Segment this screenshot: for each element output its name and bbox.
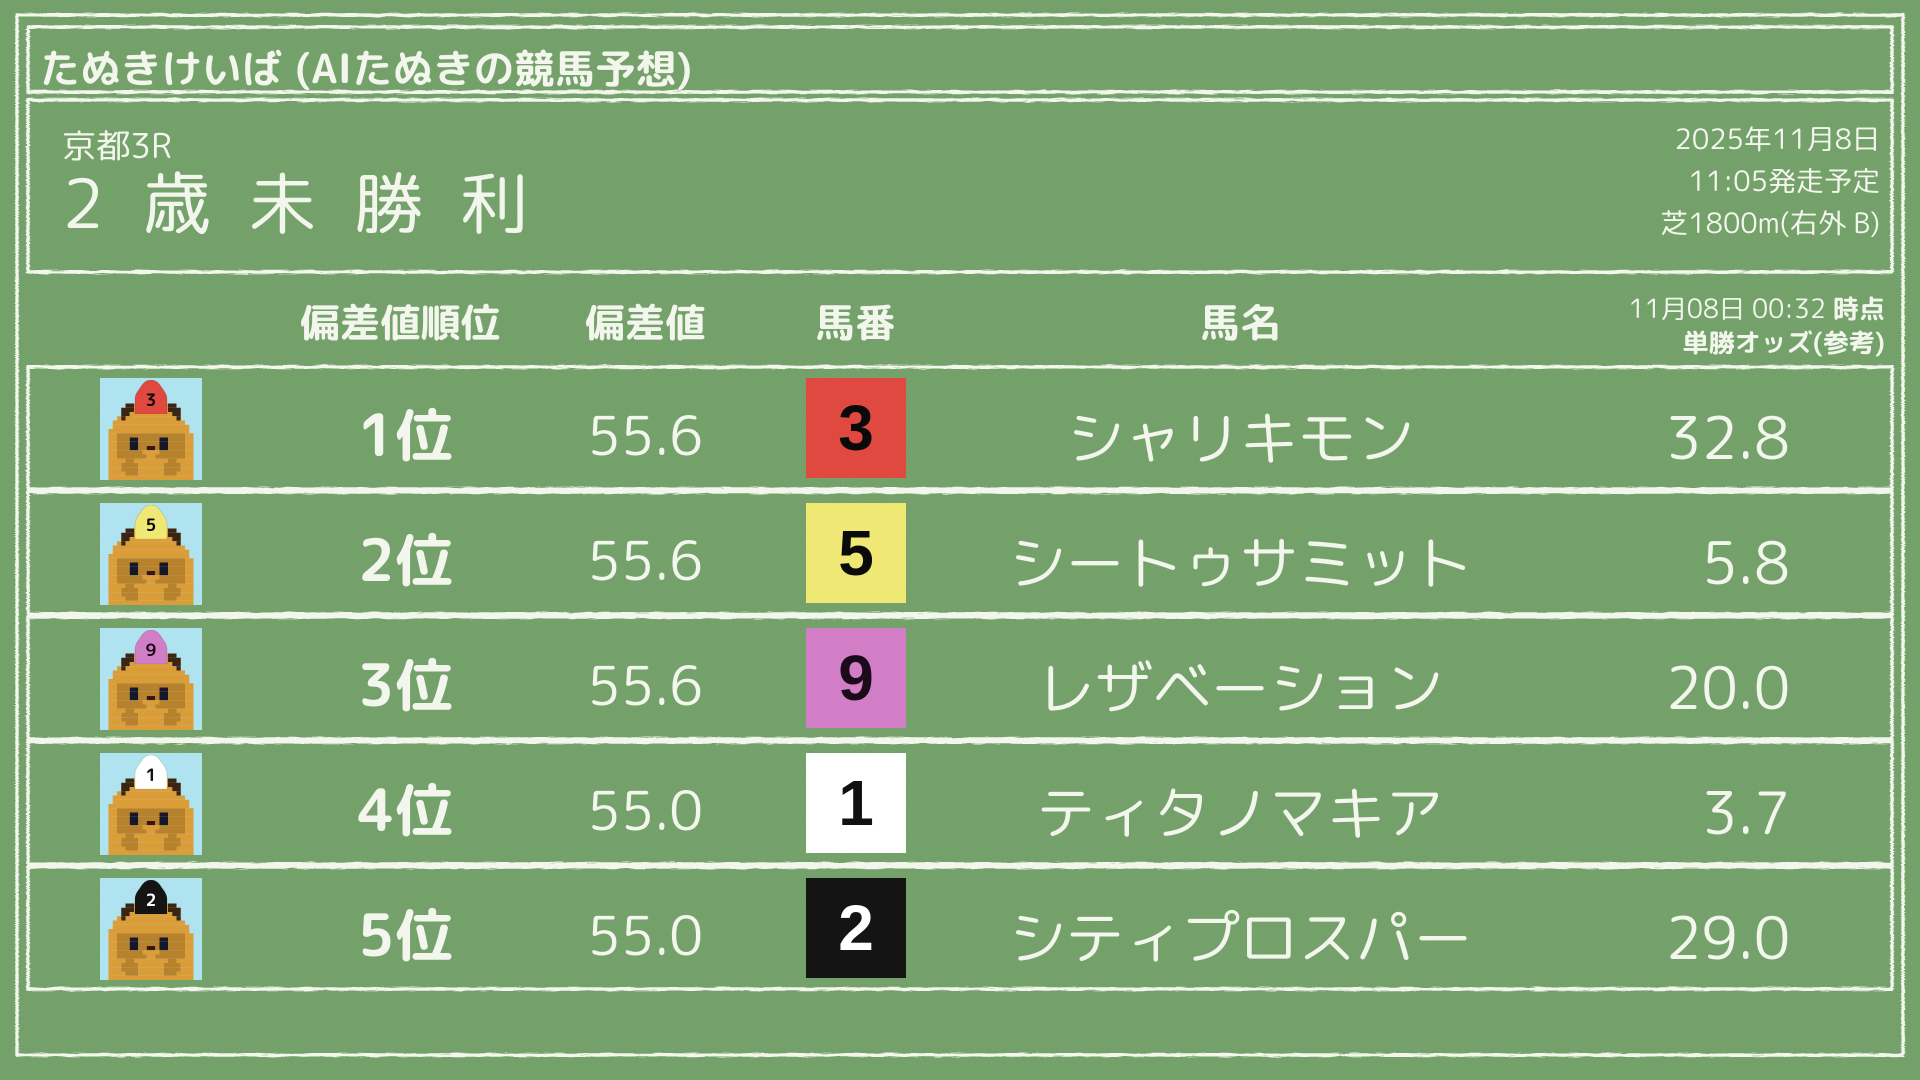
svg-text:5: 5 xyxy=(146,514,157,537)
svg-text:2: 2 xyxy=(146,889,157,912)
svg-text:9: 9 xyxy=(146,639,157,662)
svg-text:3: 3 xyxy=(146,389,157,412)
svg-text:1: 1 xyxy=(146,764,157,787)
